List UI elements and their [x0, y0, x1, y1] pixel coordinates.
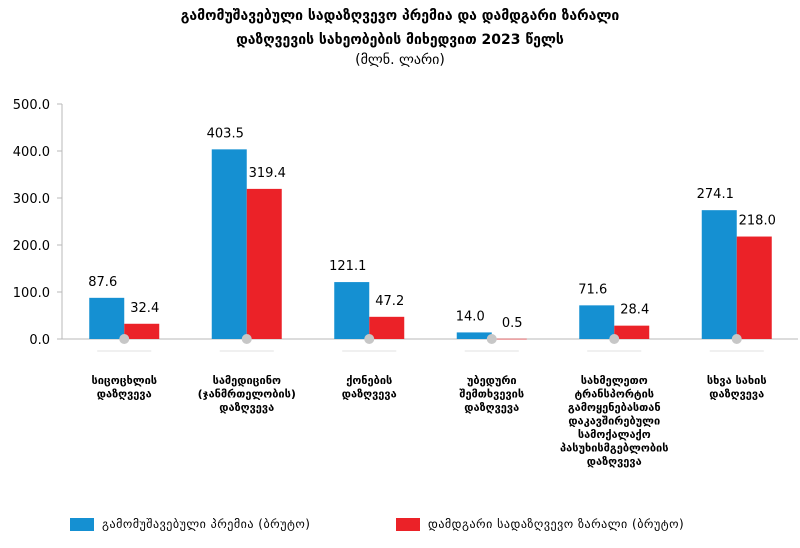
data-label-claims: 319.4	[249, 166, 286, 181]
category-marker	[486, 334, 497, 344]
data-label-claims: 218.0	[739, 214, 776, 229]
x-category-label: დაზღვევა	[709, 388, 764, 401]
x-category-label: პასუხისმგებლობის	[560, 442, 668, 455]
x-category-label: დაკავშირებული	[568, 415, 660, 428]
chart-title-line-1: გამომუშავებული სადაზღვევო პრემია და დამდ…	[180, 8, 620, 24]
x-category-label: ქონების	[346, 374, 392, 387]
legend-item-premium: გამომუშავებული პრემია (ბრუტო)	[70, 517, 310, 531]
x-category-label: სამოქალაქო	[578, 428, 651, 441]
bar-premium	[456, 332, 492, 339]
category-marker	[731, 334, 742, 344]
y-tick-label: 400.0	[13, 145, 50, 160]
x-category-label: სახმელეთო	[581, 374, 648, 387]
chart-subtitle: (მლნ. ლარი)	[355, 52, 445, 68]
data-label-premium: 121.1	[329, 259, 366, 274]
legend-swatch-claims	[396, 517, 420, 531]
bar-premium	[211, 149, 247, 339]
bar-premium	[334, 282, 370, 339]
category-marker	[609, 334, 620, 344]
y-tick-label: 500.0	[13, 98, 50, 113]
y-tick-label: 100.0	[13, 286, 50, 301]
category-marker	[241, 334, 252, 344]
legend-label-premium: გამომუშავებული პრემია (ბრუტო)	[102, 517, 311, 531]
x-category-label: სამედიცინო	[213, 374, 281, 387]
x-category-label: გამოყენებასთან	[568, 401, 661, 414]
data-label-premium: 87.6	[88, 275, 117, 290]
bar-chart: 0.0 100.0 200.0 300.0 400.0 500.0 87.6 32.4 სიცო…	[13, 98, 798, 468]
x-category-label: სიცოცხლის	[91, 374, 157, 387]
chart-title-line-2: დაზღვევის სახეობების მიხედვით 2023 წელს	[236, 32, 564, 48]
x-category-label: (ჯანმრთელობის)	[198, 388, 296, 401]
x-category-label: ტრანსპორტის	[574, 388, 654, 401]
data-label-claims: 28.4	[620, 303, 649, 318]
x-category-label: დაზღვევა	[219, 401, 274, 414]
x-category-label: დაზღვევა	[97, 388, 152, 401]
bar-claims	[246, 188, 282, 339]
bar-premium	[89, 297, 125, 339]
chart-legend: გამომუშავებული პრემია (ბრუტო) დამდგარი ს…	[0, 517, 800, 541]
data-label-premium: 274.1	[697, 187, 734, 202]
data-label-claims: 47.2	[375, 294, 404, 309]
bar-claims	[124, 323, 160, 339]
x-category-label: სხვა სახის	[707, 374, 767, 387]
data-label-premium: 403.5	[207, 126, 244, 141]
legend-item-claims: დამდგარი სადაზღვევო ზარალი (ბრუტო)	[396, 517, 684, 531]
chart-title: გამომუშავებული სადაზღვევო პრემია და დამდ…	[0, 4, 800, 52]
y-tick-label: 300.0	[13, 192, 50, 207]
x-category-label: შემთხვევის	[459, 388, 524, 401]
bar-claims	[491, 338, 527, 340]
data-label-claims: 32.4	[130, 301, 159, 316]
data-label-premium: 71.6	[578, 282, 607, 297]
category-marker	[119, 334, 130, 344]
y-tick-label: 0.0	[29, 333, 50, 348]
legend-label-claims: დამდგარი სადაზღვევო ზარალი (ბრუტო)	[428, 517, 685, 531]
x-category-label: უბედური	[467, 374, 517, 387]
bar-premium	[579, 305, 615, 339]
y-tick-label: 200.0	[13, 239, 50, 254]
data-label-claims: 0.5	[502, 316, 523, 331]
bar-claims	[369, 316, 405, 339]
legend-swatch-premium	[70, 517, 94, 531]
category-marker	[364, 334, 375, 344]
bar-claims	[614, 325, 650, 339]
data-label-premium: 14.0	[456, 309, 485, 324]
bar-premium	[701, 210, 737, 339]
x-category-label: დაზღვევა	[464, 401, 519, 414]
x-category-label: დაზღვევა	[587, 455, 642, 468]
x-category-label: დაზღვევა	[342, 388, 397, 401]
bar-claims	[736, 236, 772, 339]
